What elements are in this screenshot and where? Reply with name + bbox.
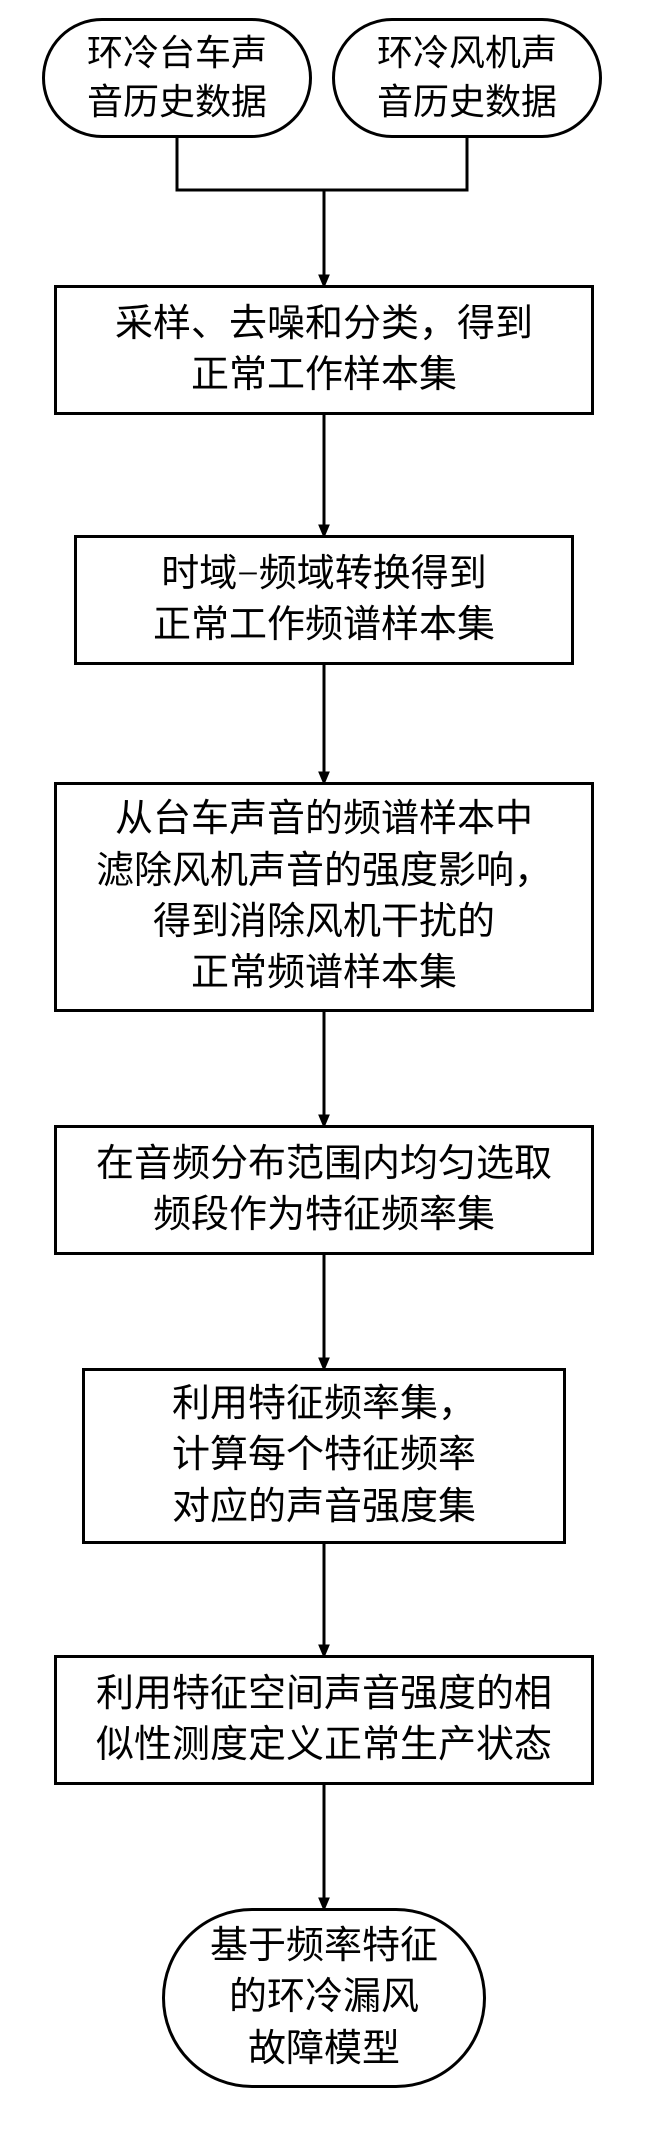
flow-node-n2: 时域−频域转换得到 正常工作频谱样本集 [74, 535, 574, 665]
flow-node-label: 从台车声音的频谱样本中 滤除风机声音的强度影响， 得到消除风机干扰的 正常频谱样… [96, 794, 552, 999]
flow-node-n0a: 环冷台车声 音历史数据 [42, 18, 312, 138]
flow-node-label: 基于频率特征 的环冷漏风 故障模型 [210, 1921, 438, 2075]
flow-node-label: 利用特征频率集， 计算每个特征频率 对应的声音强度集 [172, 1379, 476, 1533]
flow-node-n5: 利用特征频率集， 计算每个特征频率 对应的声音强度集 [82, 1368, 566, 1544]
flow-node-label: 利用特征空间声音强度的相 似性测度定义正常生产状态 [96, 1669, 552, 1772]
flow-node-label: 时域−频域转换得到 正常工作频谱样本集 [153, 549, 495, 652]
flow-edge-n0b-n1 [324, 138, 467, 190]
flow-node-label: 在音频分布范围内均匀选取 频段作为特征频率集 [96, 1139, 552, 1242]
flow-node-n7: 基于频率特征 的环冷漏风 故障模型 [162, 1908, 486, 2088]
flow-node-label: 环冷风机声 音历史数据 [377, 29, 557, 126]
flow-node-n6: 利用特征空间声音强度的相 似性测度定义正常生产状态 [54, 1655, 594, 1785]
flow-node-n0b: 环冷风机声 音历史数据 [332, 18, 602, 138]
flow-node-label: 环冷台车声 音历史数据 [87, 29, 267, 126]
flow-edge-n0a-n1 [177, 138, 324, 285]
flow-node-n1: 采样、去噪和分类，得到 正常工作样本集 [54, 285, 594, 415]
flow-node-n4: 在音频分布范围内均匀选取 频段作为特征频率集 [54, 1125, 594, 1255]
flowchart-canvas: 环冷台车声 音历史数据 环冷风机声 音历史数据采样、去噪和分类，得到 正常工作样本… [0, 0, 648, 2134]
flow-node-n3: 从台车声音的频谱样本中 滤除风机声音的强度影响， 得到消除风机干扰的 正常频谱样… [54, 782, 594, 1012]
flow-node-label: 采样、去噪和分类，得到 正常工作样本集 [115, 299, 533, 402]
